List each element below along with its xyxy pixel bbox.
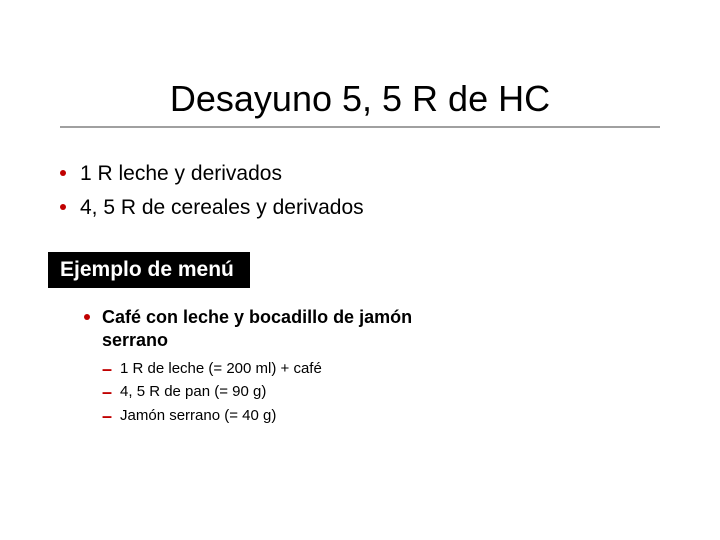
bullet-icon xyxy=(84,314,90,320)
slide: Desayuno 5, 5 R de HC 1 R leche y deriva… xyxy=(0,0,720,540)
main-bullet-list: 1 R leche y derivados 4, 5 R de cereales… xyxy=(60,160,660,229)
subitem-text: 1 R de leche (= 200 ml) + café xyxy=(120,359,322,379)
section-label: Ejemplo de menú xyxy=(48,252,250,288)
list-item: 4, 5 R de cereales y derivados xyxy=(60,194,660,222)
bullet-icon xyxy=(60,170,66,176)
section-label-wrap: Ejemplo de menú xyxy=(48,252,250,288)
bullet-text: 4, 5 R de cereales y derivados xyxy=(80,194,364,222)
slide-title: Desayuno 5, 5 R de HC xyxy=(60,78,660,124)
example-item: Café con leche y bocadillo de jamón serr… xyxy=(84,306,660,353)
list-item: – 1 R de leche (= 200 ml) + café xyxy=(102,359,660,381)
dash-icon: – xyxy=(102,406,112,428)
title-underline xyxy=(60,126,660,128)
example-sublist: – 1 R de leche (= 200 ml) + café – 4, 5 … xyxy=(102,359,660,428)
list-item: – Jamón serrano (= 40 g) xyxy=(102,406,660,428)
subitem-text: Jamón serrano (= 40 g) xyxy=(120,406,276,426)
list-item: 1 R leche y derivados xyxy=(60,160,660,188)
example-block: Café con leche y bocadillo de jamón serr… xyxy=(84,306,660,430)
title-block: Desayuno 5, 5 R de HC xyxy=(60,78,660,128)
bullet-icon xyxy=(60,204,66,210)
list-item: – 4, 5 R de pan (= 90 g) xyxy=(102,382,660,404)
example-title: Café con leche y bocadillo de jamón serr… xyxy=(102,306,422,353)
bullet-text: 1 R leche y derivados xyxy=(80,160,282,188)
dash-icon: – xyxy=(102,382,112,404)
subitem-text: 4, 5 R de pan (= 90 g) xyxy=(120,382,266,402)
dash-icon: – xyxy=(102,359,112,381)
